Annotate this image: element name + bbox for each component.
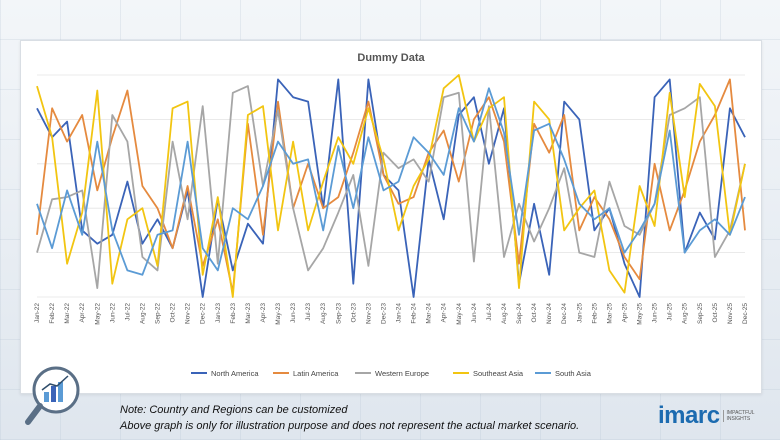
- series-line: [36, 85, 746, 290]
- x-tick-label: Nov-25: [727, 303, 734, 324]
- legend-label: Latin America: [293, 369, 339, 378]
- legend-label: South Asia: [555, 369, 592, 378]
- x-tick-label: Feb-25: [591, 303, 598, 324]
- x-tick-label: Mar-23: [245, 303, 252, 324]
- x-tick-label: Sep-24: [516, 303, 523, 324]
- x-tick-label: Aug-23: [320, 303, 327, 324]
- x-tick-label: Feb-23: [230, 303, 237, 324]
- x-tick-label: Oct-23: [350, 303, 357, 323]
- x-tick-label: Jul-23: [305, 303, 312, 321]
- line-chart: Dummy Data Jan-22 Feb-22 Mar-22 Apr-22 May-22…: [34, 52, 749, 378]
- series-line: [36, 74, 746, 298]
- series-line: [36, 78, 746, 294]
- legend-label: Southeast Asia: [473, 369, 524, 378]
- x-tick-label: Aug-22: [139, 303, 146, 324]
- x-tick-label: Oct-24: [531, 303, 538, 323]
- x-tick-label: May-25: [637, 303, 644, 325]
- x-tick-label: Jul-22: [124, 303, 131, 321]
- brand-logo: imarc IMPACTFUL INSIGHTS: [658, 402, 759, 430]
- x-tick-label: Dec-24: [561, 303, 568, 324]
- x-tick-label: Apr-25: [621, 303, 628, 323]
- x-tick-label: Mar-22: [64, 303, 71, 324]
- x-tick-label: Apr-22: [79, 303, 86, 323]
- x-tick-label: Mar-25: [606, 303, 613, 324]
- footnote: Note: Country and Regions can be customi…: [120, 402, 579, 434]
- x-tick-label: Aug-24: [501, 303, 508, 324]
- x-tick-label: Jun-25: [652, 303, 659, 323]
- brand-tagline: IMPACTFUL INSIGHTS: [722, 410, 759, 422]
- x-tick-label: Nov-22: [185, 303, 192, 324]
- x-tick-label: Jun-22: [109, 303, 116, 323]
- x-tick-label: Oct-22: [170, 303, 177, 323]
- legend-label: North America: [211, 369, 259, 378]
- x-tick-label: Apr-24: [441, 303, 448, 323]
- x-tick-label: Jun-24: [471, 303, 478, 323]
- x-tick-label: Sep-23: [335, 303, 342, 324]
- x-tick-label: Nov-23: [365, 303, 372, 324]
- x-tick-label: Oct-25: [712, 303, 719, 323]
- x-tick-label: Jul-24: [486, 303, 493, 321]
- legend-label: Western Europe: [375, 369, 429, 378]
- x-tick-label: Aug-25: [682, 303, 689, 324]
- x-tick-label: Jun-23: [290, 303, 297, 323]
- x-tick-label: Dec-22: [200, 303, 207, 324]
- x-tick-label: May-24: [456, 303, 463, 325]
- x-tick-label: Jan-24: [396, 303, 403, 323]
- note-line-2: Above graph is only for illustration pur…: [120, 420, 580, 432]
- x-tick-label: Dec-25: [742, 303, 749, 324]
- x-tick-label: Jan-22: [34, 303, 41, 323]
- series-line: [36, 87, 746, 276]
- x-tick-label: Nov-24: [546, 303, 553, 324]
- x-tick-label: Jan-25: [576, 303, 583, 323]
- x-tick-label: Apr-23: [260, 303, 267, 323]
- x-tick-label: May-23: [275, 303, 282, 325]
- magnifier-chart-icon: [25, 366, 80, 425]
- note-line-1: Note: Country and Regions can be customi…: [120, 404, 348, 416]
- chart-title: Dummy Data: [357, 52, 425, 64]
- chart-panel: Dummy Data Jan-22 Feb-22 Mar-22 Apr-22 May-22…: [20, 40, 762, 394]
- x-tick-label: Dec-23: [380, 303, 387, 324]
- x-tick-label: Jul-25: [667, 303, 674, 321]
- x-tick-label: May-22: [94, 303, 101, 325]
- x-tick-label: Feb-22: [49, 303, 56, 324]
- x-tick-label: Feb-24: [411, 303, 418, 324]
- x-tick-label: Sep-25: [697, 303, 704, 324]
- x-tick-label: Mar-24: [426, 303, 433, 324]
- x-tick-label: Sep-22: [155, 303, 162, 324]
- x-tick-label: Jan-23: [215, 303, 222, 323]
- brand-name: imarc: [658, 402, 720, 429]
